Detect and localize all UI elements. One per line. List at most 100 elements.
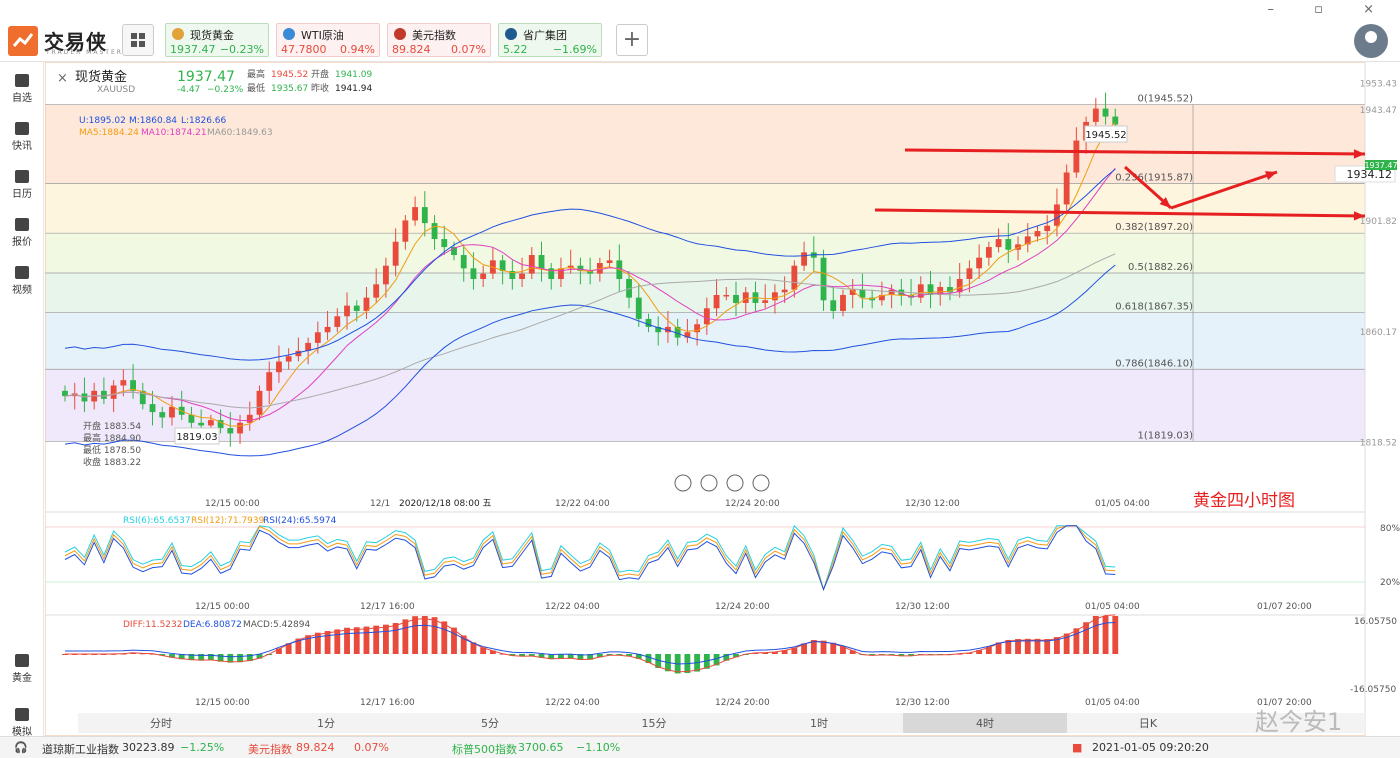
macd-tick: -16.05750: [1350, 685, 1396, 695]
candle-body: [295, 350, 302, 357]
app-name: 交易侠: [44, 30, 107, 54]
candle-body: [130, 380, 136, 391]
x-tick: 12/24 20:00: [725, 499, 780, 509]
candle-body: [460, 255, 467, 269]
candle-body: [100, 390, 107, 399]
open-title: 开盘: [311, 68, 329, 80]
add-tab-button[interactable]: +: [616, 24, 648, 56]
candle-body: [771, 292, 778, 301]
instrument-icon: [172, 28, 184, 40]
sidebar-icon: [15, 654, 29, 667]
high-label: 1945.52: [1085, 130, 1126, 141]
dea-line: [65, 622, 1116, 665]
candle-body: [1092, 108, 1099, 122]
quote-tab[interactable]: WTI原油 47.7800 0.94%: [276, 23, 380, 57]
candle-body: [713, 294, 720, 309]
candle-body: [285, 356, 292, 362]
macd-bar: [985, 646, 992, 654]
macd-bar: [256, 654, 263, 659]
macd-bar: [159, 654, 166, 656]
sidebar-item[interactable]: 日历: [0, 164, 44, 208]
tab-name: 现货黄金: [190, 29, 234, 42]
candle-body: [723, 294, 730, 297]
window-controls[interactable]: – ▫ ×: [1267, 2, 1392, 17]
fib-band: [45, 183, 1365, 234]
tab-change: −0.23%: [219, 43, 264, 56]
prev-value: 1941.94: [335, 84, 372, 94]
quote-tab[interactable]: 美元指数 89.824 0.07%: [387, 23, 491, 57]
rsi24-label: RSI(24):65.5974: [263, 516, 337, 526]
rsi6-line: [64, 524, 1116, 592]
x-tick: 12/1: [370, 499, 390, 509]
chart-nav-button: [726, 474, 744, 492]
candle-body: [421, 207, 428, 224]
candle-body: [237, 422, 243, 434]
sidebar-item[interactable]: 报价: [0, 212, 44, 256]
candle-body: [480, 273, 487, 279]
candle-body: [1073, 140, 1080, 173]
sidebar-label: 视频: [12, 285, 32, 296]
candle-body: [762, 300, 769, 303]
timeframe-active: [903, 713, 1067, 733]
rsi12-line: [64, 525, 1116, 592]
macd-bar: [460, 635, 467, 654]
rsi12-label: RSI(12):71.7939: [191, 516, 265, 526]
candle-body: [1044, 225, 1051, 232]
tab-name: WTI原油: [301, 29, 344, 42]
macd-bar: [898, 654, 905, 657]
ohlc-open: 开盘 1883.54: [83, 420, 141, 432]
sidebar-label: 自选: [12, 93, 32, 104]
chart-area[interactable]: 0(1945.52) 0.236(1915.87) 0.382(1897.20) 0.…: [45, 62, 1400, 736]
rsi6-label: RSI(6):65.6537: [123, 516, 191, 526]
macd-bar: [198, 654, 205, 661]
candle-body: [373, 284, 380, 298]
headset-icon[interactable]: 🎧: [14, 741, 28, 754]
macd-bar: [412, 616, 419, 654]
fib-label: 0.5(1882.26): [1128, 262, 1193, 273]
boll-m: M:1860.84: [129, 116, 177, 126]
sidebar: 自选 快讯 日历 报价 视频 黄金 模拟: [0, 62, 44, 738]
avatar[interactable]: [1354, 24, 1388, 58]
annotation-arrow: [874, 208, 1366, 218]
ohlc-high: 最高 1884.90: [83, 432, 141, 444]
candle-body: [499, 260, 506, 272]
candle-body: [674, 326, 681, 338]
grid-layout-button[interactable]: [122, 24, 154, 56]
macd-bar: [509, 654, 516, 656]
macd-bar: [383, 624, 389, 654]
candle-body: [1005, 239, 1012, 250]
quote-tab[interactable]: 现货黄金 1937.47 −0.23%: [165, 23, 269, 57]
macd-bar: [655, 654, 662, 669]
current-tag: [1365, 160, 1397, 170]
fib-label: 0.618(1867.35): [1115, 302, 1193, 313]
ma5-line: [64, 122, 1116, 427]
sp-label: 标普500指数: [452, 743, 517, 756]
macd-bar: [188, 654, 195, 661]
candle-body: [383, 265, 389, 285]
current-tag-text: 1937.47: [1364, 161, 1397, 170]
timeframe-6: 日K: [1139, 717, 1158, 730]
quote-tab[interactable]: 省广集团 5.22 −1.69%: [498, 23, 602, 57]
sidebar-item[interactable]: 快讯: [0, 116, 44, 160]
candle-body: [947, 286, 953, 293]
arrow-head: [1353, 149, 1365, 159]
candle-body: [976, 257, 983, 269]
candle-body: [334, 316, 341, 327]
tab-name: 美元指数: [412, 29, 456, 42]
fib-label: 0.382(1897.20): [1115, 222, 1193, 233]
sidebar-item[interactable]: 自选: [0, 68, 44, 112]
x-tick: 01/07 20:00: [1257, 698, 1312, 708]
candle-body: [110, 385, 117, 399]
sidebar-item[interactable]: 视频: [0, 260, 44, 304]
sidebar-item[interactable]: 黄金: [0, 648, 44, 692]
macd-bar: [781, 650, 788, 654]
candle-body: [198, 422, 205, 426]
tab-change: −1.69%: [552, 43, 597, 56]
macd-bar: [1034, 638, 1041, 654]
diff-label: DIFF:11.5232: [123, 620, 183, 630]
macd-bar: [169, 654, 175, 658]
annotation-title: 黄金四小时图: [1193, 491, 1295, 511]
ohlc-close: 收盘 1883.22: [83, 456, 141, 468]
sidebar-item[interactable]: 模拟: [0, 702, 44, 746]
